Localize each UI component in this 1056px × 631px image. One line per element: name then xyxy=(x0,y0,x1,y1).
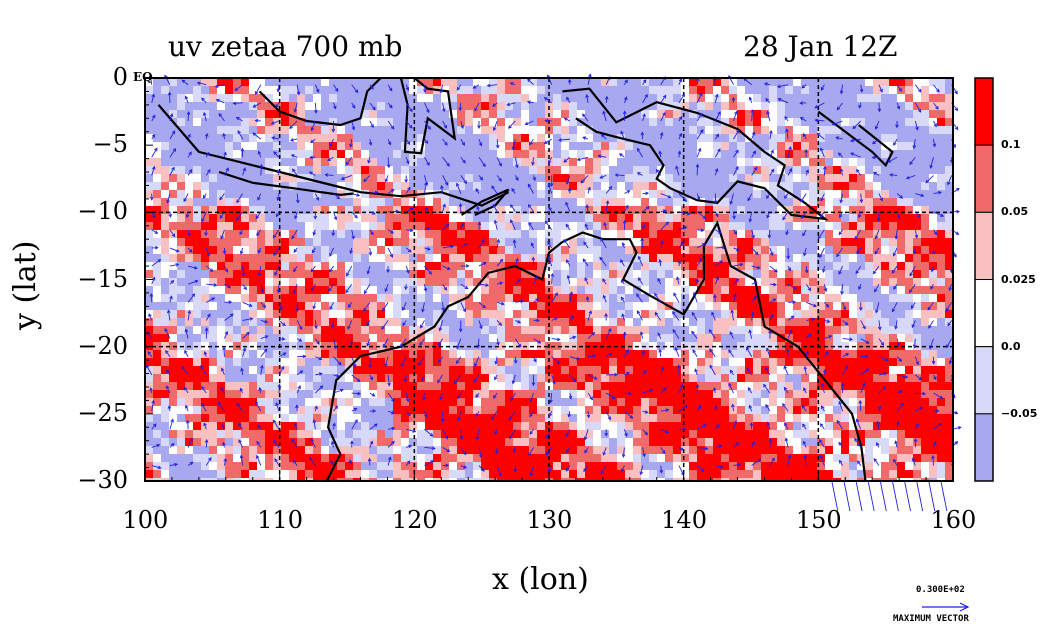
colorbar-swatch xyxy=(974,77,994,146)
x-tick-label: 100 xyxy=(122,506,169,534)
x-tick-label: 160 xyxy=(930,506,977,534)
colorbar-level-label: 0.0 xyxy=(1001,339,1021,353)
y-tick-label: −5 xyxy=(92,130,128,159)
x-tick-label: 150 xyxy=(795,506,842,534)
vorticity-field xyxy=(145,78,953,481)
axis-tick-marks xyxy=(144,77,954,482)
equator-label: EQ xyxy=(133,70,153,84)
colorbar-swatch xyxy=(974,413,994,482)
x-tick-label: 140 xyxy=(661,506,707,534)
x-tick-label: 110 xyxy=(257,506,303,534)
y-tick-label: 0 xyxy=(112,63,128,91)
plot-time: 28 Jan 12Z xyxy=(743,30,898,63)
colorbar-swatch xyxy=(974,144,994,213)
x-axis-label: x (lon) xyxy=(492,562,589,597)
colorbar-swatch xyxy=(974,346,994,415)
coastlines xyxy=(157,78,894,481)
colorbar-level-label: −0.05 xyxy=(1001,406,1038,420)
colorbar-swatch xyxy=(974,279,994,348)
colorbar-level-label: 0.025 xyxy=(1001,272,1036,286)
plot-title: uv zetaa 700 mb xyxy=(168,30,403,63)
y-tick-label: −25 xyxy=(77,398,128,427)
vector-key-label: MAXIMUM VECTOR xyxy=(893,614,969,624)
y-tick-label: −10 xyxy=(77,197,128,226)
x-tick-label: 130 xyxy=(526,506,573,534)
y-tick-label: −15 xyxy=(77,264,128,293)
vector-key-value: 0.300E+02 xyxy=(916,585,965,595)
colorbar xyxy=(974,77,994,482)
colorbar-level-label: 0.05 xyxy=(1001,205,1029,219)
y-tick-label: −20 xyxy=(77,331,128,360)
y-axis-label: y (lat) xyxy=(8,240,43,330)
colorbar-level-label: 0.1 xyxy=(1001,138,1021,152)
colorbar-swatch xyxy=(974,211,994,280)
vector-key-arrow xyxy=(922,602,970,612)
x-tick-label: 120 xyxy=(391,506,438,534)
wind-vectors xyxy=(146,73,962,512)
y-tick-label: −30 xyxy=(77,466,128,494)
